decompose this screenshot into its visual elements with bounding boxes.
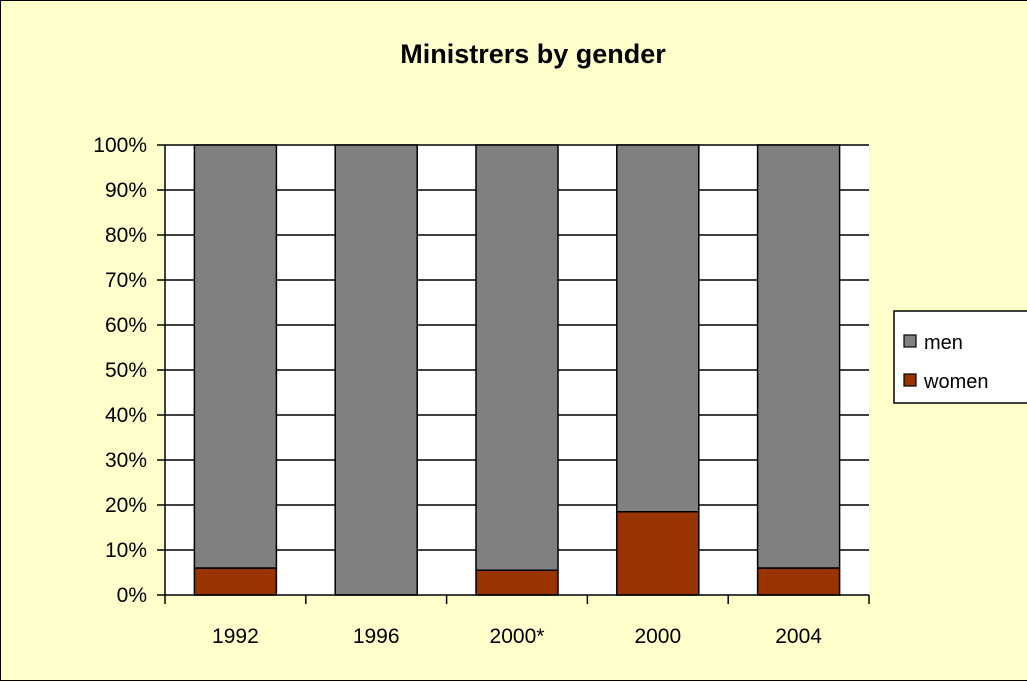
legend-swatch-men xyxy=(903,334,917,348)
y-tick-label: 60% xyxy=(105,314,147,337)
bar-women xyxy=(475,569,559,596)
bar-men xyxy=(616,144,700,513)
x-tick-label: 2000 xyxy=(634,625,681,648)
y-tick-label: 50% xyxy=(105,359,147,382)
y-tick-label: 80% xyxy=(105,224,147,247)
legend-swatch-women xyxy=(903,373,917,387)
bar-men xyxy=(756,144,841,569)
bar-men xyxy=(193,144,278,569)
y-tick-label: 0% xyxy=(117,584,147,607)
legend-label-women: women xyxy=(923,371,988,393)
plot-area: 0% 10% 20% 30% 40% 50% 60% 70% 80% 90% 100% 1992 199… xyxy=(93,134,870,648)
y-tick-label: 10% xyxy=(105,539,147,562)
bar-women xyxy=(616,511,700,596)
bar-women xyxy=(756,567,841,596)
legend-label-men: men xyxy=(924,332,963,354)
y-tick-label: 30% xyxy=(105,449,147,472)
y-tick-label: 20% xyxy=(105,494,147,517)
x-tick-label: 2000* xyxy=(490,625,545,648)
bar-women xyxy=(193,567,278,596)
legend: men women xyxy=(893,310,1027,404)
legend-box xyxy=(893,310,1027,404)
bar-men xyxy=(334,144,418,596)
x-tick-label: 1996 xyxy=(353,625,400,648)
x-tick-label: 2004 xyxy=(775,625,822,648)
y-tick-label: 40% xyxy=(105,404,147,427)
bar-men xyxy=(475,144,559,571)
y-tick-label: 100% xyxy=(93,134,147,157)
y-tick-label: 90% xyxy=(105,179,147,202)
y-tick-label: 70% xyxy=(105,269,147,292)
chart-title: Ministrers by gender xyxy=(400,39,666,69)
x-tick-label: 1992 xyxy=(212,625,259,648)
